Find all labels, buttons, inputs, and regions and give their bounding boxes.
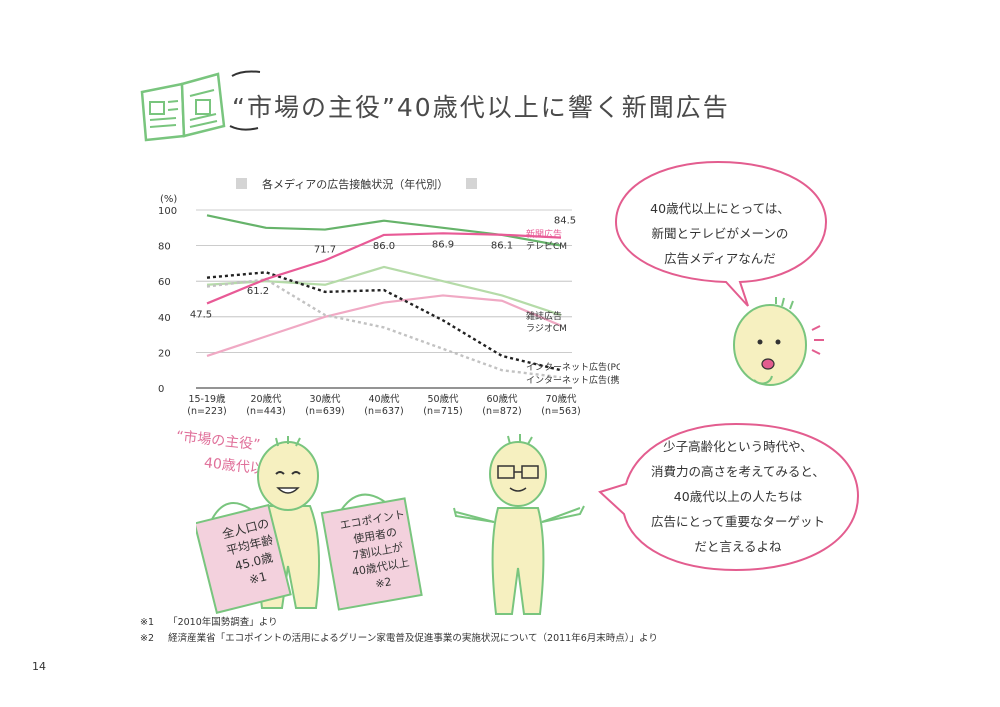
bag-right-text: エコポイント 使用者の 7割以上が 40歳代以上 ※2 bbox=[334, 506, 423, 598]
x-tick-label: 70歳代 bbox=[545, 393, 577, 405]
footnote-2-mark: ※2 bbox=[140, 633, 155, 644]
data-label: 61.2 bbox=[247, 286, 269, 297]
y-tick-label: 60 bbox=[158, 277, 171, 288]
bubble-bottom-line: 少子高齢化という時代や、 bbox=[663, 439, 813, 454]
character-with-glasses-illustration bbox=[453, 434, 585, 615]
thinking-character-illustration bbox=[733, 297, 824, 386]
series-name-label: 新聞広告 bbox=[526, 228, 562, 240]
y-axis-unit: (%) bbox=[160, 194, 177, 205]
data-label: 71.7 bbox=[314, 244, 336, 255]
chart-title: 各メディアの広告接触状況（年代別） bbox=[262, 178, 449, 191]
series-line bbox=[206, 278, 562, 379]
data-label: 86.9 bbox=[432, 239, 454, 250]
speech-bubble-bottom bbox=[598, 422, 860, 572]
series-name-label: インターネット広告(携帯) bbox=[526, 374, 620, 386]
footnote-1: ※1 「2010年国勢調査」より bbox=[140, 614, 278, 628]
y-tick-label: 100 bbox=[158, 206, 177, 217]
bubble-top-line: 広告メディアなんだ bbox=[664, 251, 776, 266]
series-name-label: テレビCM bbox=[526, 241, 567, 252]
x-tick-label: 15-19歳 bbox=[188, 393, 226, 405]
page-title: “市場の主役”40歳代以上に響く新聞広告 bbox=[232, 93, 730, 122]
data-label: 86.1 bbox=[491, 241, 513, 252]
chart-title-marker-left bbox=[236, 178, 247, 189]
x-tick-label: 40歳代 bbox=[368, 393, 400, 405]
x-tick-sublabel: (n=715) bbox=[423, 406, 463, 417]
x-tick-sublabel: (n=443) bbox=[246, 406, 286, 417]
x-tick-sublabel: (n=639) bbox=[305, 406, 345, 417]
y-tick-label: 20 bbox=[158, 348, 171, 359]
x-tick-label: 30歳代 bbox=[309, 393, 341, 405]
footnote-1-text: 「2010年国勢調査」より bbox=[168, 617, 278, 628]
x-tick-sublabel: (n=637) bbox=[364, 406, 404, 417]
footnote-2: ※2 経済産業省「エコポイントの活用によるグリーン家電普及促進事業の実施状況につ… bbox=[140, 630, 658, 644]
x-tick-sublabel: (n=223) bbox=[187, 406, 227, 417]
character-with-bags-illustration bbox=[196, 436, 423, 614]
series-name-label: インターネット広告(PC) bbox=[526, 361, 620, 373]
bubble-top-line: 40歳代以上にとっては、 bbox=[650, 201, 790, 216]
x-tick-sublabel: (n=563) bbox=[541, 406, 581, 417]
series-line bbox=[206, 265, 562, 317]
bubble-bottom-text: 少子高齢化という時代や、 消費力の高さを考えてみると、 40歳代以上の人たちは … bbox=[626, 434, 850, 559]
speech-bubble-top bbox=[614, 160, 828, 307]
chart-title-marker-right bbox=[466, 178, 477, 189]
series-line bbox=[206, 232, 562, 305]
y-tick-label: 0 bbox=[158, 384, 164, 395]
series-line bbox=[206, 294, 562, 358]
footnote-1-mark: ※1 bbox=[140, 617, 155, 628]
y-tick-label: 40 bbox=[158, 313, 171, 324]
newspaper-icon bbox=[140, 72, 226, 142]
footnote-2-text: 経済産業省「エコポイントの活用によるグリーン家電普及促進事業の実施状況について（… bbox=[168, 633, 658, 644]
accent-marks bbox=[229, 70, 261, 131]
series-name-label: ラジオCM bbox=[526, 323, 567, 334]
bubble-top-text: 40歳代以上にとっては、 新聞とテレビがメーンの 広告メディアなんだ bbox=[620, 196, 820, 271]
x-tick-label: 50歳代 bbox=[427, 393, 459, 405]
x-tick-label: 60歳代 bbox=[486, 393, 518, 405]
bubble-bottom-line: 広告にとって重要なターゲット bbox=[650, 514, 825, 529]
line-chart: (%) 0 20 40 60 80 100 15-19歳(n=223) 20歳代(n=443) 3… bbox=[158, 194, 620, 417]
page-number: 14 bbox=[32, 660, 46, 673]
bubble-bottom-line: 40歳代以上の人たちは bbox=[673, 489, 803, 504]
data-label: 47.5 bbox=[190, 309, 212, 320]
bubble-bottom-line: 消費力の高さを考えてみると、 bbox=[651, 464, 825, 479]
x-tick-sublabel: (n=872) bbox=[482, 406, 522, 417]
series-line bbox=[206, 271, 562, 372]
data-label: 84.5 bbox=[554, 216, 576, 227]
bubble-bottom-line: だと言えるよね bbox=[694, 539, 782, 554]
x-tick-label: 20歳代 bbox=[250, 393, 282, 405]
data-label: 86.0 bbox=[373, 241, 395, 252]
bubble-top-line: 新聞とテレビがメーンの bbox=[651, 226, 789, 241]
series-name-label: 雑誌広告 bbox=[526, 310, 562, 322]
y-tick-label: 80 bbox=[158, 242, 171, 253]
